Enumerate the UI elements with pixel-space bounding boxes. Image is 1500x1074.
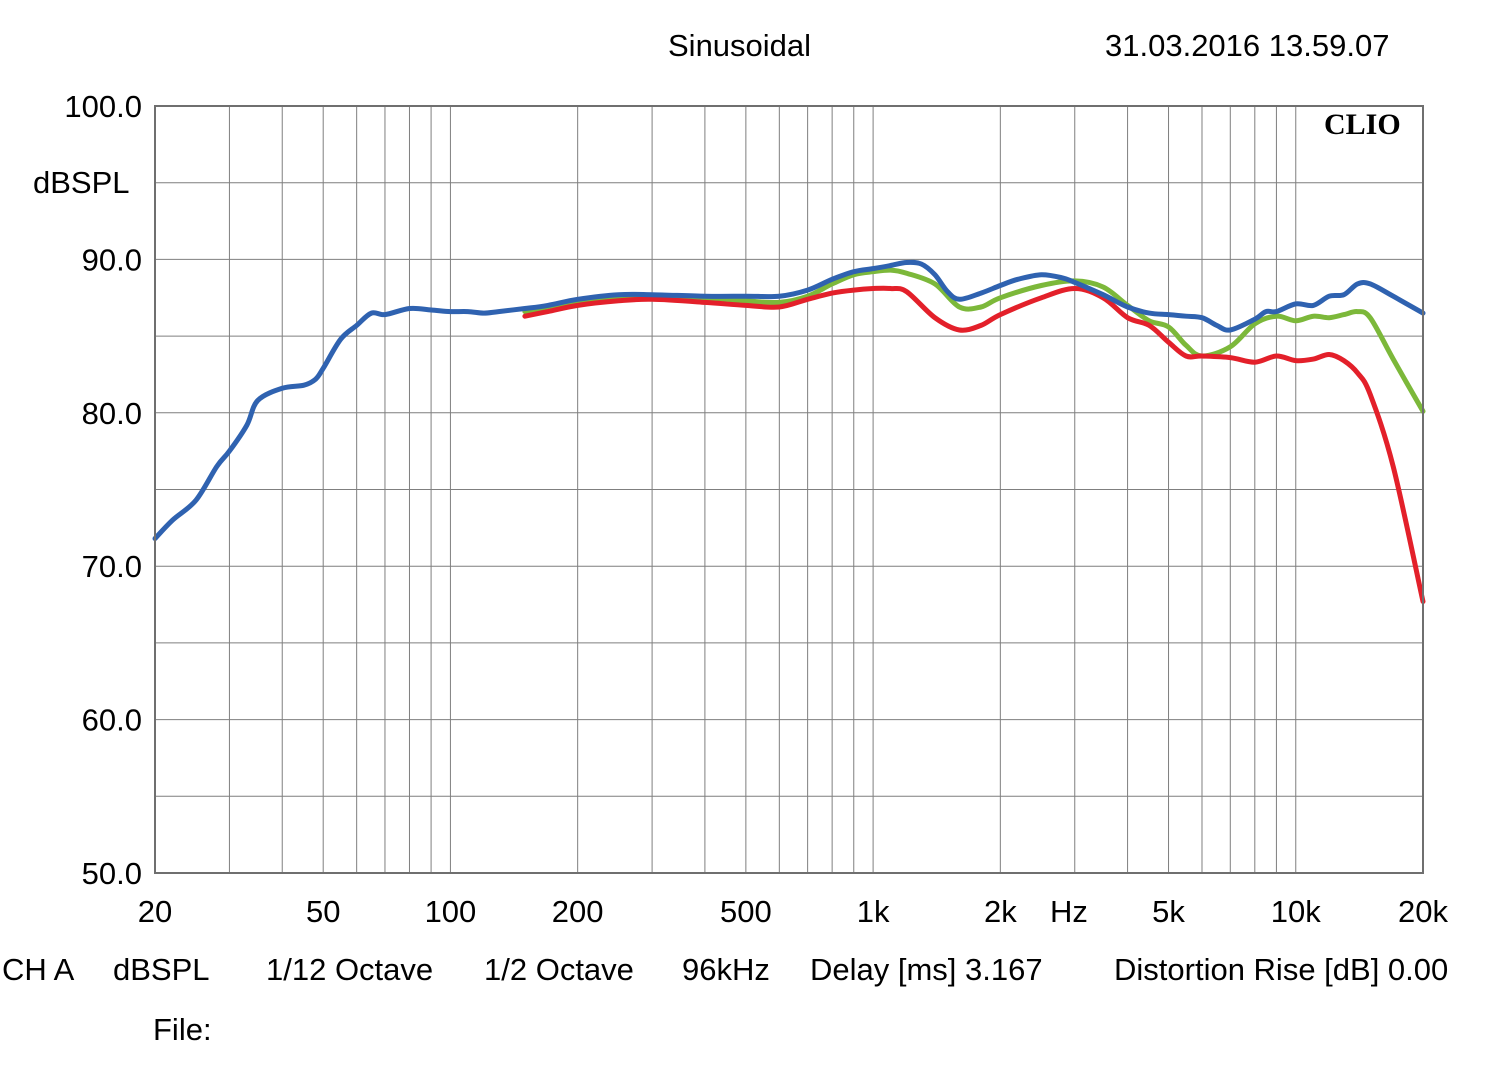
y-tick-label: 70.0	[82, 549, 142, 584]
footer-octave: 1/2 Octave	[484, 952, 634, 987]
clio-logo-text: CLIO	[1324, 108, 1401, 141]
x-tick-label: 1k	[857, 894, 890, 929]
x-tick-label: 20	[138, 894, 172, 929]
x-tick-label: 10k	[1271, 894, 1321, 929]
y-tick-label: 90.0	[82, 242, 142, 277]
x-tick-label: 20k	[1398, 894, 1448, 929]
footer-sample-rate: 96kHz	[682, 952, 770, 987]
y-axis-label: dBSPL	[33, 165, 130, 200]
footer-channel: CH A	[2, 952, 75, 987]
y-tick-labels: 100.0 90.0 80.0 70.0 60.0 50.0	[64, 89, 142, 891]
plot-grid	[155, 106, 1423, 873]
x-tick-label: 2k	[984, 894, 1017, 929]
y-tick-label: 80.0	[82, 396, 142, 431]
x-tick-label: 100	[425, 894, 477, 929]
footer-unit: dBSPL	[113, 952, 210, 987]
x-tick-label: 50	[306, 894, 340, 929]
y-tick-label: 100.0	[64, 89, 142, 124]
footer-smoothing: 1/12 Octave	[266, 952, 434, 987]
footer-file-label: File:	[153, 1012, 212, 1047]
footer-distortion: Distortion Rise [dB] 0.00	[1114, 952, 1449, 987]
series-line-red	[522, 285, 1426, 604]
plot-border	[154, 105, 1424, 874]
chart-title: Sinusoidal	[668, 28, 812, 63]
x-axis-label: Hz	[1050, 894, 1088, 929]
y-tick-label: 60.0	[82, 703, 142, 738]
series-line-green	[522, 267, 1426, 414]
x-tick-label: 200	[552, 894, 604, 929]
timestamp: 31.03.2016 13.59.07	[1105, 28, 1390, 63]
y-tick-label: 50.0	[82, 856, 142, 891]
footer-delay: Delay [ms] 3.167	[810, 952, 1043, 987]
series-layer	[152, 259, 1426, 604]
series-line-blue	[152, 259, 1426, 542]
x-tick-label: 5k	[1152, 894, 1185, 929]
x-tick-label: 500	[720, 894, 772, 929]
x-tick-labels: 20 50 100 200 500 1k 2k 5k 10k 20k	[138, 894, 1449, 929]
